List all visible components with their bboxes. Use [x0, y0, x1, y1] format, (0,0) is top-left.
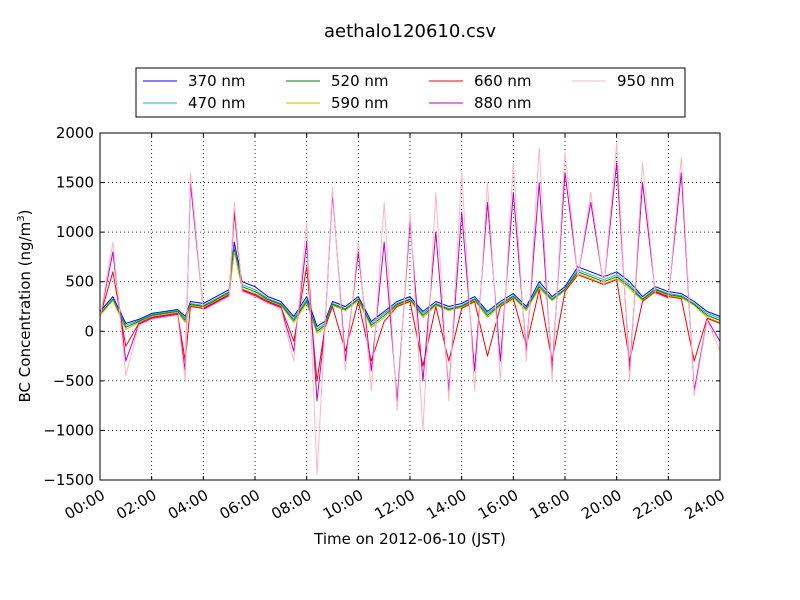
- chart-title: aethalo120610.csv: [324, 21, 496, 42]
- y-tick-label: −1000: [43, 421, 94, 439]
- y-tick-label: 2000: [56, 124, 94, 142]
- legend: 370 nm 470 nm 520 nm 590 nm 660 nm 880 nm 950 …: [135, 67, 686, 118]
- y-axis-label: BC Concentration (ng/m3): [16, 210, 34, 403]
- series-lines: [99, 142, 721, 476]
- series-line-950-nm: [99, 142, 721, 476]
- y-axis-label-main: BC Concentration (ng/m: [16, 222, 34, 403]
- legend-entries: 370 nm 470 nm 520 nm 590 nm 660 nm 880 nm 950 …: [143, 72, 675, 112]
- y-tick-label: 500: [65, 273, 94, 291]
- legend-label: 660 nm: [474, 72, 532, 90]
- legend-label: 370 nm: [188, 72, 246, 90]
- legend-label: 470 nm: [188, 94, 246, 112]
- y-tick-label: −500: [53, 372, 94, 390]
- y-tick-label: 0: [84, 322, 94, 340]
- y-axis-label-superscript: 3: [16, 215, 27, 221]
- y-tick-label: −1500: [43, 471, 94, 489]
- x-axis-label: Time on 2012-06-10 (JST): [313, 530, 506, 548]
- y-axis-label-end: ): [16, 210, 34, 216]
- legend-label: 590 nm: [331, 94, 389, 112]
- legend-label: 520 nm: [331, 72, 389, 90]
- y-tick-label: 1500: [56, 174, 94, 192]
- legend-box: [135, 67, 686, 118]
- y-tick-label: 1000: [56, 223, 94, 241]
- legend-label: 950 nm: [617, 72, 675, 90]
- legend-label: 880 nm: [474, 94, 532, 112]
